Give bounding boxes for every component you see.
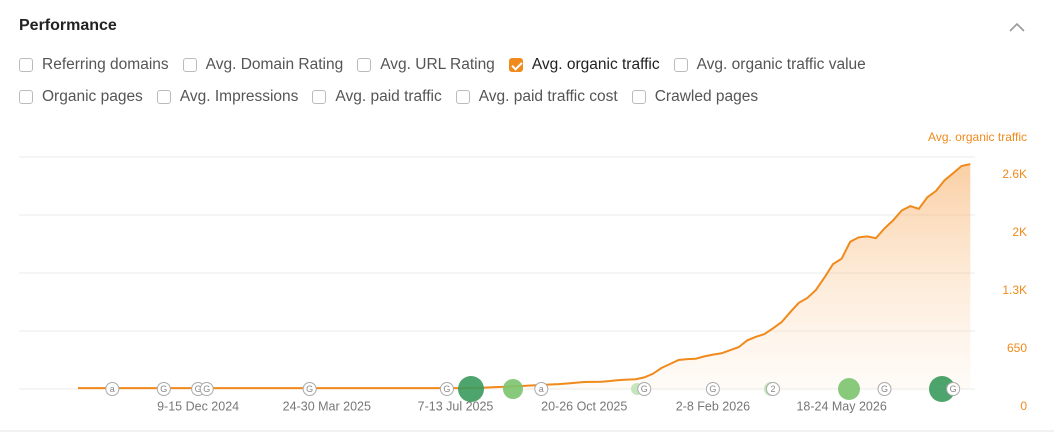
event-marker xyxy=(156,382,171,396)
y-tick-label: 2K xyxy=(1012,225,1027,239)
x-tick-label: 20-26 Oct 2025 xyxy=(541,399,627,413)
traffic-line xyxy=(78,163,971,390)
checkbox-label: Avg. Impressions xyxy=(179,88,299,105)
event-bubble xyxy=(838,378,860,400)
event-marker-label: a xyxy=(539,384,544,394)
metric-checkbox[interactable]: Avg. paid traffic cost xyxy=(455,88,618,106)
checkbox-label: Avg. Domain Rating xyxy=(205,56,344,73)
x-tick-label: 18-24 May 2026 xyxy=(796,399,886,413)
checkbox[interactable] xyxy=(19,58,33,72)
checkbox-label: Avg. organic traffic xyxy=(531,56,660,73)
section-title: Performance xyxy=(19,17,117,34)
checkbox[interactable] xyxy=(156,90,171,104)
checkbox[interactable] xyxy=(357,58,372,72)
x-tick-label: 2-8 Feb 2026 xyxy=(676,399,750,413)
x-tick-label: 7-13 Jul 2025 xyxy=(418,399,494,413)
x-tick-label: 9-15 Dec 2024 xyxy=(157,399,239,413)
checkbox-label: Crawled pages xyxy=(654,88,759,105)
event-marker-label: G xyxy=(950,384,957,394)
event-marker xyxy=(765,382,780,396)
y-tick-label: 1.3K xyxy=(1002,283,1027,297)
event-marker xyxy=(302,382,317,396)
event-marker xyxy=(199,382,214,396)
metric-checkbox[interactable]: Avg. Domain Rating xyxy=(182,56,344,74)
event-marker-label: G xyxy=(443,384,450,394)
y-tick-label: 650 xyxy=(1007,341,1027,355)
metric-checkbox[interactable]: Avg. paid traffic xyxy=(312,88,442,106)
checkbox-label: Referring domains xyxy=(42,56,169,73)
event-marker-label: G xyxy=(160,384,167,394)
event-marker xyxy=(877,382,892,396)
event-marker-label: 2 xyxy=(770,384,775,394)
metric-row: Referring domains Avg. Domain Rating Avg. … xyxy=(19,56,866,74)
y-tick-label: 0 xyxy=(1020,399,1027,413)
metric-checkbox[interactable]: Organic pages xyxy=(19,88,143,106)
area-fill xyxy=(78,164,971,389)
metric-checkbox[interactable]: Avg. organic traffic xyxy=(508,56,660,74)
event-marker xyxy=(105,382,120,396)
checkbox[interactable] xyxy=(19,90,33,104)
checkbox[interactable] xyxy=(508,58,523,72)
checkbox-label: Avg. paid traffic xyxy=(335,88,442,105)
metric-checkbox[interactable]: Referring domains xyxy=(19,56,169,74)
event-marker-label: G xyxy=(709,384,716,394)
event-marker xyxy=(439,382,454,396)
metric-checkbox[interactable]: Avg. URL Rating xyxy=(357,56,495,74)
event-bubble xyxy=(929,376,955,402)
metric-row: Organic pages Avg. Impressions Avg. paid t… xyxy=(19,88,758,106)
event-marker-label: G xyxy=(203,384,210,394)
metric-checkbox[interactable]: Avg. organic traffic value xyxy=(673,56,866,74)
checkbox-label: Organic pages xyxy=(42,88,143,105)
checkbox-label: Avg. organic traffic value xyxy=(696,56,866,73)
checkbox[interactable] xyxy=(673,58,688,72)
checkbox[interactable] xyxy=(455,90,470,104)
event-marker-label: a xyxy=(110,384,115,394)
checkbox[interactable] xyxy=(182,58,197,72)
y-axis-label: Avg. organic traffic xyxy=(928,130,1027,144)
metric-checkbox[interactable]: Crawled pages xyxy=(631,88,759,106)
event-marker-label: G xyxy=(641,384,648,394)
checkbox[interactable] xyxy=(631,90,646,104)
event-marker xyxy=(534,382,549,396)
event-bubble xyxy=(458,376,484,402)
event-marker-label: G xyxy=(881,384,888,394)
x-tick-label: 24-30 Mar 2025 xyxy=(283,399,371,413)
checkbox-label: Avg. paid traffic cost xyxy=(478,88,618,105)
metric-checkbox[interactable]: Avg. Impressions xyxy=(156,88,299,106)
event-bubble xyxy=(503,379,523,399)
event-marker-label: G xyxy=(195,384,202,394)
y-tick-label: 2.6K xyxy=(1002,167,1027,181)
collapse-button[interactable] xyxy=(1008,20,1026,34)
event-marker xyxy=(705,382,720,396)
checkbox-label: Avg. URL Rating xyxy=(380,56,495,73)
event-marker xyxy=(637,382,652,396)
checkbox[interactable] xyxy=(312,90,327,104)
event-marker xyxy=(946,382,961,396)
event-marker-label: G xyxy=(306,384,313,394)
